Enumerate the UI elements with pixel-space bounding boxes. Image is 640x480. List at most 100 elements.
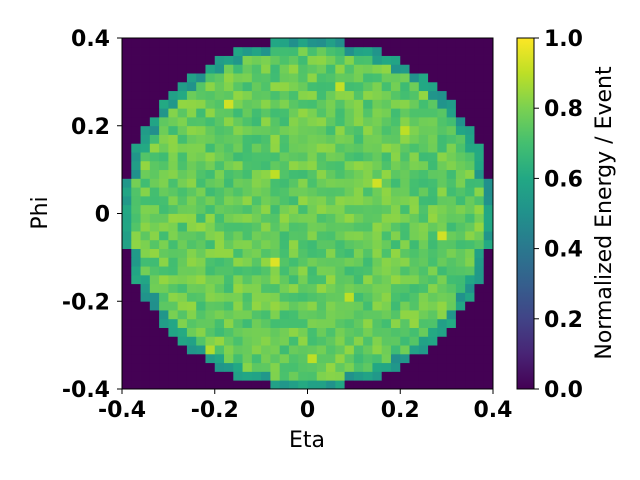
heatmap-cell	[437, 310, 448, 320]
heatmap-cell	[363, 231, 373, 241]
heatmap-cell	[261, 55, 271, 65]
heatmap-cell	[186, 266, 197, 276]
heatmap-cell	[483, 187, 494, 197]
heatmap-cell	[474, 239, 485, 250]
heatmap-cell	[186, 371, 197, 381]
heatmap-cell	[390, 327, 401, 337]
heatmap-cell	[326, 310, 336, 320]
heatmap-cell	[149, 108, 160, 118]
colorbar-tick-label: 0.4	[544, 238, 583, 263]
heatmap-cell	[307, 362, 318, 372]
heatmap-cell	[159, 195, 169, 206]
heatmap-cell	[186, 345, 197, 355]
heatmap-cell	[270, 327, 281, 337]
heatmap-cell	[242, 64, 253, 74]
heatmap-cell	[196, 108, 206, 118]
heatmap-cell	[418, 125, 429, 135]
heatmap-cell	[279, 90, 290, 100]
x-axis: -0.4 -0.2 0 0.2 0.4	[98, 389, 512, 423]
heatmap-cell	[437, 160, 448, 171]
heatmap-cell	[288, 257, 299, 267]
heatmap-cell	[465, 81, 475, 92]
heatmap-cell	[307, 160, 318, 171]
heatmap-cell	[205, 239, 216, 250]
heatmap-cell	[251, 274, 262, 285]
heatmap-cell	[335, 169, 345, 179]
heatmap-cell	[205, 108, 216, 118]
heatmap-cell	[131, 362, 141, 372]
heatmap-cell	[418, 336, 429, 346]
heatmap-cell	[474, 143, 485, 153]
heatmap-cell	[483, 318, 494, 328]
heatmap-cell	[326, 345, 336, 355]
heatmap-cell	[455, 283, 466, 293]
heatmap-cell	[483, 108, 494, 118]
heatmap-cell	[122, 274, 132, 285]
heatmap-cell	[307, 55, 318, 65]
heatmap-cell	[363, 318, 373, 328]
heatmap-cell	[353, 371, 364, 381]
heatmap-cell	[177, 353, 188, 364]
heatmap-cell	[381, 195, 392, 206]
heatmap-cell	[131, 108, 141, 118]
heatmap-cell	[446, 152, 457, 162]
heatmap-cell	[353, 116, 364, 127]
heatmap-cell	[261, 371, 271, 381]
heatmap-cell	[409, 283, 420, 293]
heatmap-cell	[149, 248, 160, 258]
heatmap-cell	[131, 81, 141, 92]
heatmap-cell	[335, 222, 345, 232]
heatmap-cell	[344, 125, 355, 135]
heatmap-cell	[168, 292, 179, 302]
heatmap-cell	[483, 327, 494, 337]
heatmap-cell	[316, 108, 327, 118]
heatmap-cell	[131, 274, 141, 285]
heatmap-cell	[288, 116, 299, 127]
heatmap-cell	[437, 327, 448, 337]
heatmap-cell	[186, 380, 197, 390]
heatmap-cell	[214, 292, 225, 302]
heatmap-cell	[446, 73, 457, 83]
heatmap-cell	[316, 318, 327, 328]
heatmap-cell	[242, 327, 253, 337]
heatmap-cell	[326, 73, 336, 83]
heatmap-cell	[205, 318, 216, 328]
heatmap-cell	[233, 327, 243, 337]
heatmap-cell	[205, 301, 216, 311]
heatmap-cell	[242, 345, 253, 355]
heatmap-cell	[455, 64, 466, 74]
heatmap-cell	[326, 195, 336, 206]
heatmap-cell	[465, 125, 475, 135]
heatmap-cell	[149, 125, 160, 135]
heatmap-cell	[214, 143, 225, 153]
heatmap-cell	[214, 195, 225, 206]
heatmap-cell	[437, 64, 448, 74]
heatmap-cell	[400, 371, 410, 381]
heatmap-cell	[270, 38, 281, 48]
heatmap-cell	[483, 213, 494, 223]
heatmap-cell	[307, 213, 318, 223]
heatmap-cell	[224, 204, 234, 214]
heatmap-cell	[418, 318, 429, 328]
heatmap-cell	[288, 292, 299, 302]
heatmap-cell	[233, 257, 243, 267]
heatmap-cell	[400, 248, 410, 258]
heatmap-cell	[455, 143, 466, 153]
heatmap-cell	[381, 38, 392, 48]
heatmap-cell	[465, 310, 475, 320]
heatmap-cell	[196, 152, 206, 162]
heatmap-cell	[288, 310, 299, 320]
heatmap-cell	[270, 248, 281, 258]
heatmap-cell	[418, 73, 429, 83]
heatmap-cell	[270, 116, 281, 127]
heatmap-cell	[279, 283, 290, 293]
heatmap-cell	[363, 81, 373, 92]
heatmap-cell	[390, 213, 401, 223]
heatmap-cell	[390, 371, 401, 381]
heatmap-cell	[159, 283, 169, 293]
heatmap-cell	[307, 125, 318, 135]
heatmap-cell	[316, 248, 327, 258]
heatmap-cell	[251, 99, 262, 109]
heatmap-cell	[418, 371, 429, 381]
heatmap-cell	[242, 204, 253, 214]
